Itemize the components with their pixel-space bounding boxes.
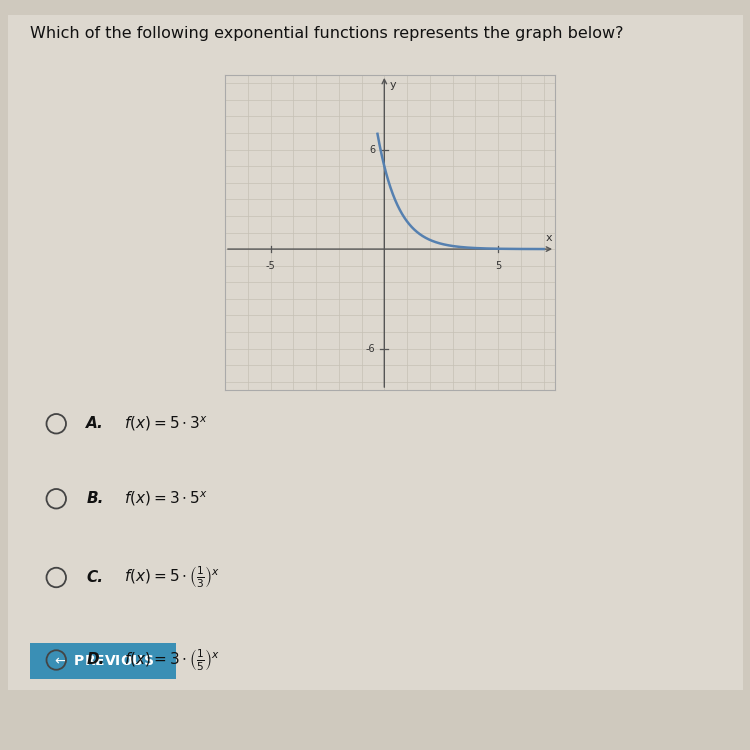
Text: B.: B. [86, 491, 104, 506]
Text: D.: D. [86, 652, 104, 668]
Text: C.: C. [86, 570, 104, 585]
Text: $f(x) = 3 \cdot \left(\frac{1}{5}\right)^x$: $f(x) = 3 \cdot \left(\frac{1}{5}\right)… [124, 647, 220, 673]
Text: $f(x) = 3 \cdot 5^x$: $f(x) = 3 \cdot 5^x$ [124, 490, 208, 508]
Text: y: y [390, 80, 397, 90]
Text: 5: 5 [495, 261, 501, 271]
Text: Which of the following exponential functions represents the graph below?: Which of the following exponential funct… [30, 26, 623, 41]
Text: -5: -5 [266, 261, 275, 271]
Text: $f(x) = 5 \cdot \left(\frac{1}{3}\right)^x$: $f(x) = 5 \cdot \left(\frac{1}{3}\right)… [124, 565, 220, 590]
Text: 6: 6 [369, 145, 375, 154]
Text: $\leftarrow$ PREVIOUS: $\leftarrow$ PREVIOUS [52, 654, 154, 668]
FancyBboxPatch shape [22, 641, 184, 680]
Text: x: x [546, 233, 553, 243]
Text: -6: -6 [365, 344, 375, 353]
Text: $f(x) = 5 \cdot 3^x$: $f(x) = 5 \cdot 3^x$ [124, 415, 208, 433]
Text: A.: A. [86, 416, 104, 431]
